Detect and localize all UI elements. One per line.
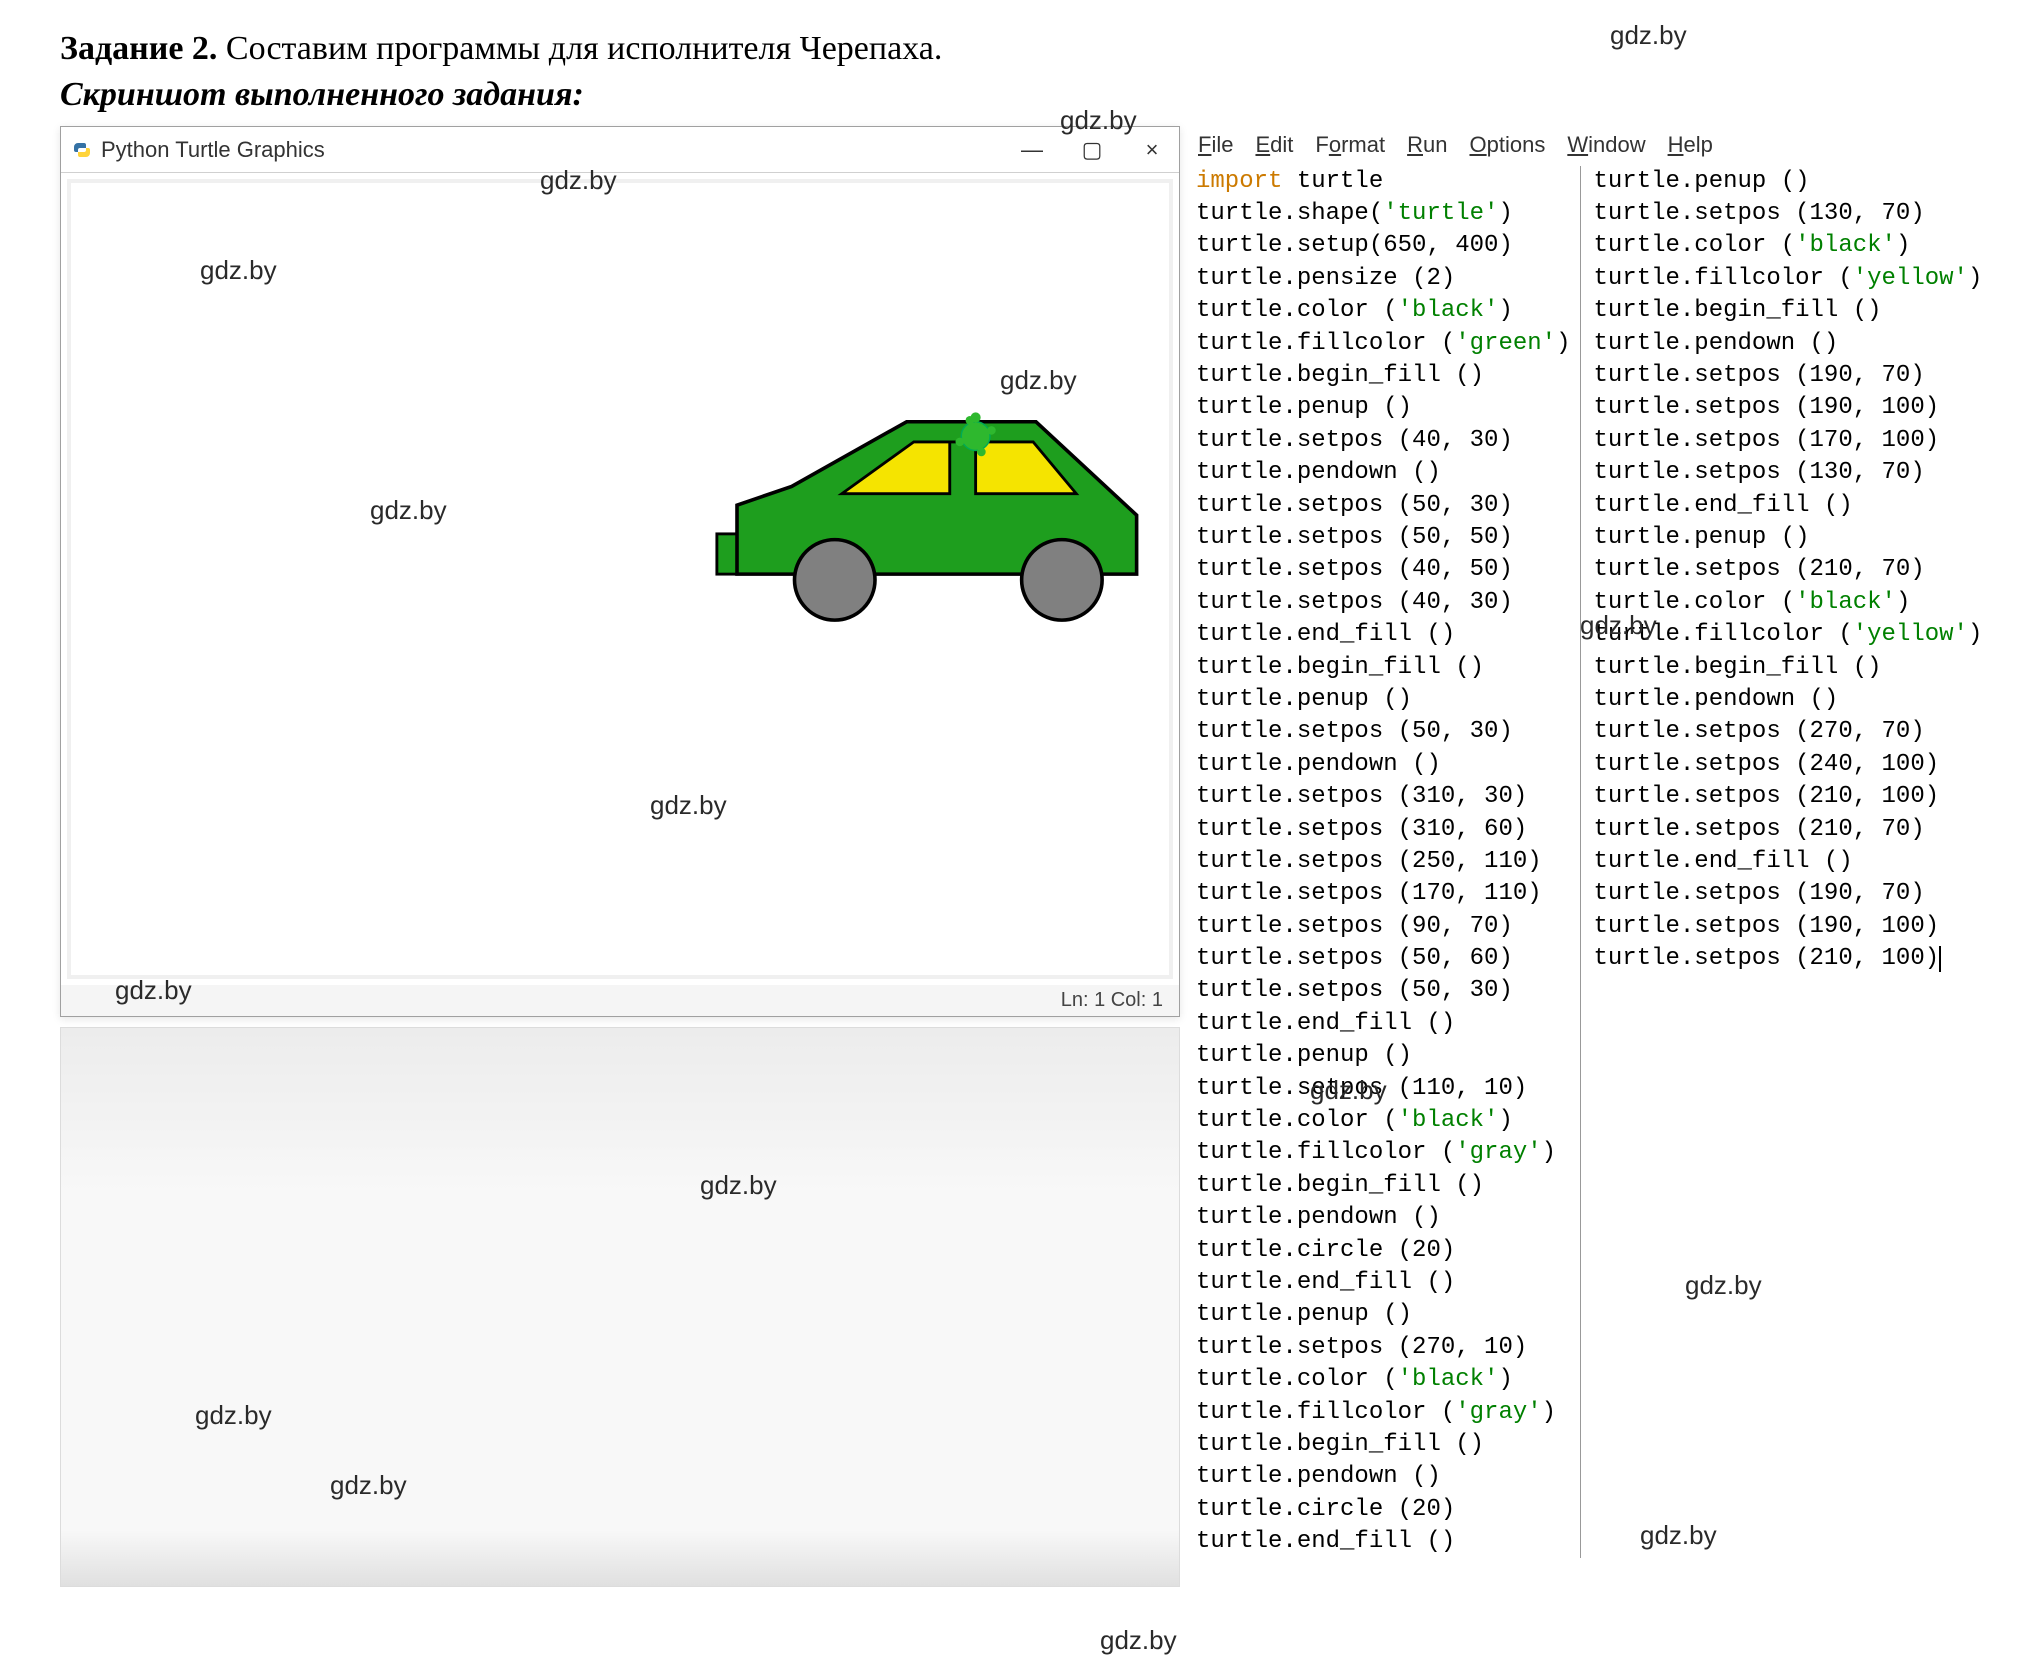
turtle-canvas xyxy=(67,179,1173,979)
menu-run[interactable]: Run xyxy=(1407,130,1447,160)
menu-edit[interactable]: Edit xyxy=(1255,130,1293,160)
car-drawing xyxy=(691,393,1151,623)
menu-window[interactable]: Window xyxy=(1567,130,1645,160)
gray-panel xyxy=(60,1027,1180,1587)
code-column-2[interactable]: turtle.penup () turtle.setpos (130, 70) … xyxy=(1580,166,1982,1559)
menu-help[interactable]: Help xyxy=(1668,130,1713,160)
editor-panel: File Edit Format Run Options Window Help… xyxy=(1190,126,1988,1560)
code-column-1[interactable]: import turtle turtle.shape('turtle') tur… xyxy=(1196,166,1570,1559)
minimize-button[interactable]: — xyxy=(1017,137,1047,163)
menu-options[interactable]: Options xyxy=(1469,130,1545,160)
python-icon xyxy=(73,141,91,159)
car-wheel-front xyxy=(795,540,876,621)
task-heading: Задание 2. Составим программы для исполн… xyxy=(60,30,1978,68)
window-titlebar: Python Turtle Graphics — ▢ × xyxy=(61,127,1179,173)
page-root: Задание 2. Составим программы для исполн… xyxy=(0,0,2038,1617)
menu-format[interactable]: Format xyxy=(1315,130,1385,160)
window-title-wrap: Python Turtle Graphics xyxy=(73,137,325,163)
subtitle: Скриншот выполненного задания: xyxy=(60,76,1978,114)
maximize-button[interactable]: ▢ xyxy=(1077,137,1107,163)
turtle-graphics-window: Python Turtle Graphics — ▢ × xyxy=(60,126,1180,1017)
car-wheel-rear xyxy=(1022,540,1103,621)
car-bumper xyxy=(717,534,737,574)
statusbar: Ln: 1 Col: 1 xyxy=(61,985,1179,1016)
editor-menubar: File Edit Format Run Options Window Help xyxy=(1190,126,1988,164)
code-columns: import turtle turtle.shape('turtle') tur… xyxy=(1190,164,1988,1561)
content-row: Python Turtle Graphics — ▢ × xyxy=(60,126,1978,1587)
task-label: Задание 2. xyxy=(60,30,217,67)
left-column: Python Turtle Graphics — ▢ × xyxy=(60,126,1180,1587)
close-button[interactable]: × xyxy=(1137,137,1167,163)
window-controls: — ▢ × xyxy=(1017,137,1167,163)
task-text: Составим программы для исполнителя Череп… xyxy=(217,30,942,67)
window-title: Python Turtle Graphics xyxy=(101,137,325,163)
menu-file[interactable]: File xyxy=(1198,130,1233,160)
